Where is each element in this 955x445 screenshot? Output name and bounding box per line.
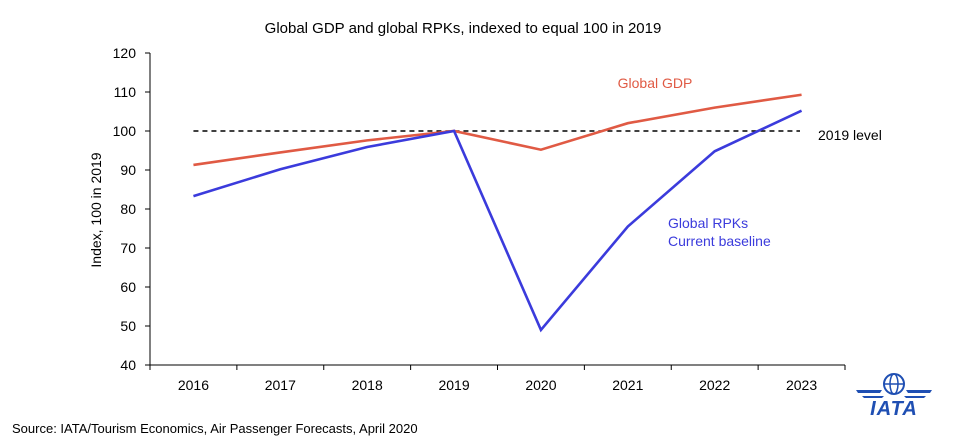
rpk-series-line [193,109,803,333]
x-axis: 2016 2017 2018 2019 2020 2021 2022 2023 [149,364,846,393]
rpk-series-label-line1: Global RPKs [668,215,748,231]
gdp-series-label: Global GDP [618,75,693,91]
x-tick-label: 2019 [438,377,469,393]
rpk-series-label-line2: Current baseline [668,233,771,249]
globe-icon [856,373,932,398]
y-tick-label: 100 [113,123,137,139]
source-note: Source: IATA/Tourism Economics, Air Pass… [12,421,418,436]
x-tick-label: 2023 [786,377,817,393]
x-tick-label: 2017 [265,377,296,393]
y-tick-label: 80 [120,201,136,217]
series-layer [193,93,803,333]
x-tick-label: 2016 [178,377,209,393]
y-tick-label: 60 [120,279,136,295]
x-tick-label: 2020 [525,377,556,393]
y-tick-label: 90 [120,162,136,178]
gdp-series-line [193,93,802,167]
x-tick-label: 2022 [699,377,730,393]
x-tick-label: 2021 [612,377,643,393]
y-axis: 40 50 60 70 80 90 100 110 120 [113,45,151,373]
x-tick-label: 2018 [352,377,383,393]
iata-logo: IATA [852,372,936,424]
logo-text: IATA [870,398,918,420]
y-tick-label: 70 [120,240,136,256]
y-axis-label: Index, 100 in 2019 [88,152,104,267]
y-tick-label: 110 [114,84,137,100]
y-tick-label: 120 [113,45,137,61]
y-tick-label: 40 [120,357,136,373]
chart-title: Global GDP and global RPKs, indexed to e… [265,20,662,37]
y-tick-label: 50 [120,318,136,334]
reference-line-label: 2019 level [818,127,882,143]
